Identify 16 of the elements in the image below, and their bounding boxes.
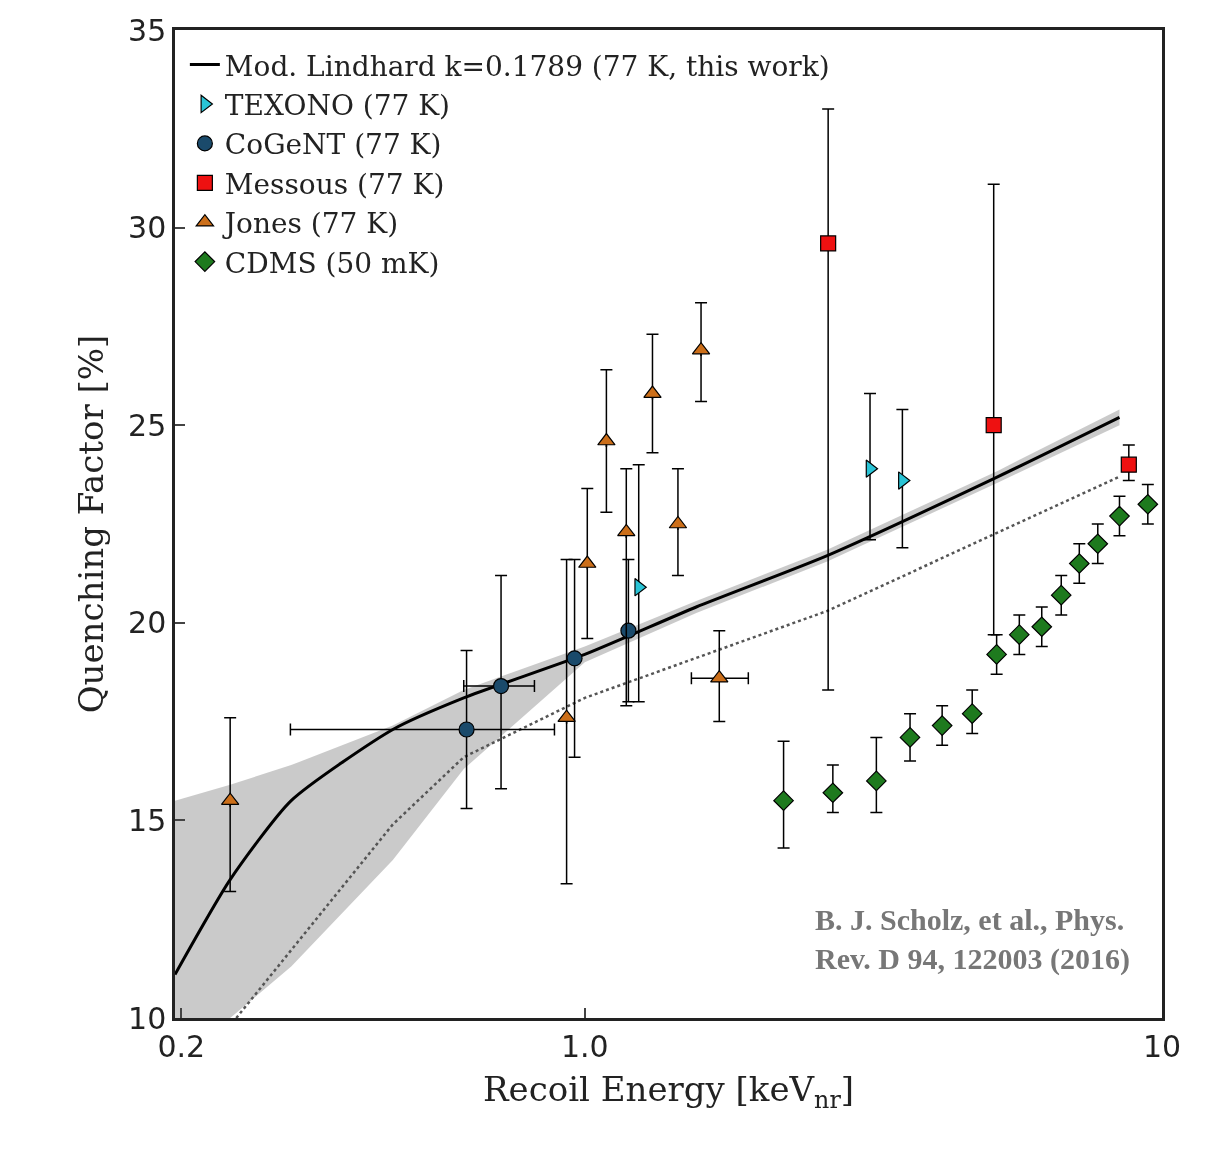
- x-tick-label: 10: [1142, 1028, 1182, 1064]
- x-axis-title: Recoil Energy [keV$_{nr}$]: [482, 1069, 855, 1115]
- y-tick-label: 20: [128, 605, 167, 641]
- legend-label: Messous (77 K): [224, 167, 445, 201]
- legend-label: CDMS (50 mK): [224, 246, 440, 280]
- legend-label: Mod. Lindhard k=0.1789 (77 K, this work): [224, 49, 830, 83]
- y-axis-title: Quenching Factor [%]: [70, 334, 111, 714]
- x-tick-label: 1.0: [560, 1028, 609, 1064]
- legend-label: CoGeNT (77 K): [224, 128, 442, 162]
- legend-label: Jones (77 K): [221, 207, 399, 241]
- y-tick-label: 25: [128, 407, 167, 443]
- annotation: B. J. Scholz, et al., Phys. Rev. D 94, 122003 (2016): [815, 903, 1130, 976]
- y-tick-label: 15: [128, 802, 167, 838]
- y-tick-label: 35: [128, 12, 167, 48]
- y-tick-label: 30: [128, 210, 167, 246]
- legend-label: TEXONO (77 K): [224, 88, 451, 122]
